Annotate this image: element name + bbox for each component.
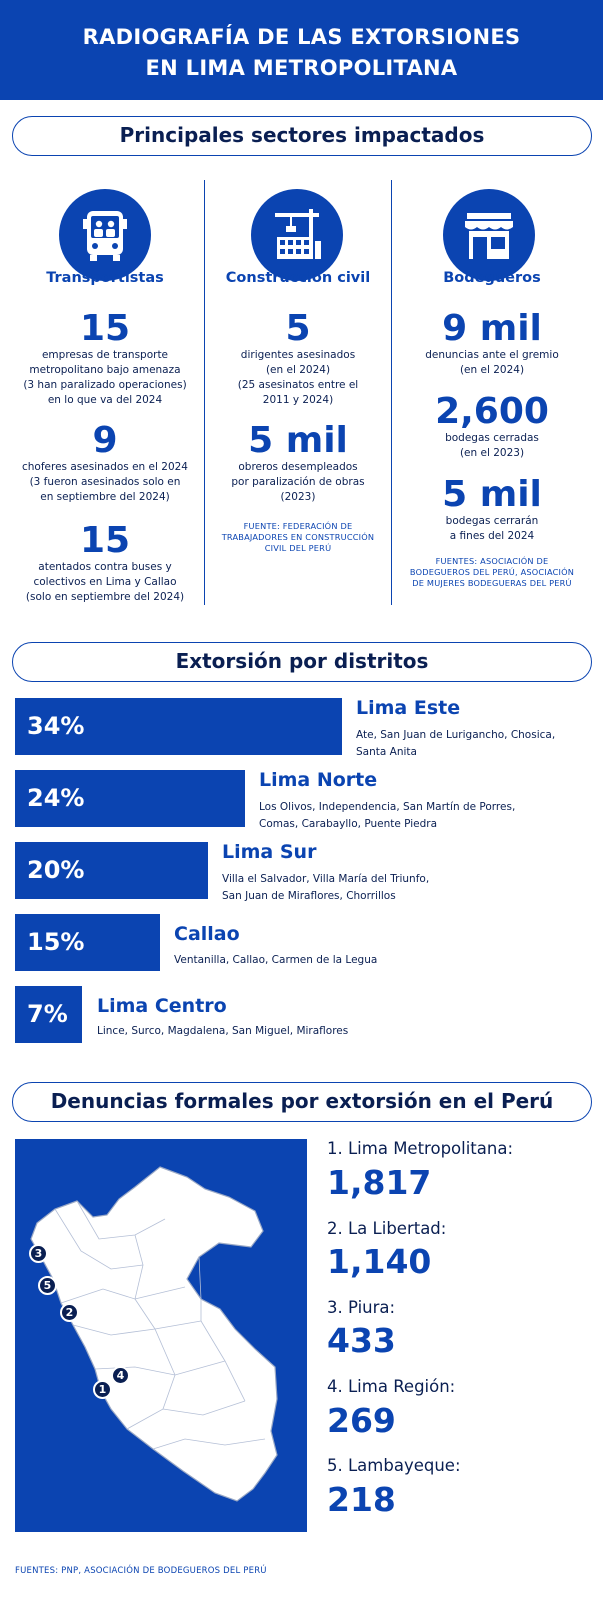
- transportistas-title: Transportistas: [46, 270, 164, 286]
- ranking-label: 4. Lima Región:: [327, 1377, 456, 1396]
- ranking-value: 218: [327, 1480, 396, 1519]
- construccion-title: Construcción civil: [225, 270, 371, 286]
- ranking-value: 433: [327, 1321, 396, 1360]
- district-region: Lima Norte: [259, 769, 378, 791]
- district-list: Ventanilla, Callao, Carmen de la Legua: [174, 954, 378, 966]
- district-region: Callao: [174, 923, 240, 945]
- peru-map: [15, 1139, 307, 1532]
- district-bar: 24%: [15, 770, 245, 827]
- sectors-heading: Principales sectores impactados: [12, 116, 592, 156]
- stat-description: bodegas cerradas (en el 2023): [445, 432, 539, 459]
- title-line-1: RADIOGRAFÍA DE LAS EXTORSIONES: [82, 25, 521, 49]
- column-divider: [204, 180, 205, 605]
- map-marker: 5: [38, 1276, 57, 1295]
- stat-value: 5: [285, 308, 311, 349]
- map-marker: 3: [29, 1244, 48, 1263]
- stat-description: choferes asesinados en el 2024 (3 fueron…: [22, 461, 188, 503]
- stat-description: empresas de transporte metropolitano baj…: [23, 349, 187, 406]
- bodegueros-title: Bodegueros: [443, 270, 541, 286]
- district-bar: 20%: [15, 842, 208, 899]
- stat-description: atentados contra buses y colectivos en L…: [25, 561, 185, 603]
- stat-value: 9: [92, 420, 118, 461]
- district-list: Lince, Surco, Magdalena, San Miguel, Mir…: [97, 1025, 349, 1037]
- stat-description: obreros desempleados por paralización de…: [231, 461, 365, 503]
- header-banner: RADIOGRAFÍA DE LAS EXTORSIONES EN LIMA M…: [0, 0, 603, 100]
- title-line-2: EN LIMA METROPOLITANA: [145, 56, 458, 80]
- district-region: Lima Este: [356, 697, 461, 719]
- district-bar: 15%: [15, 914, 160, 971]
- ranking-label: 5. Lambayeque:: [327, 1456, 461, 1475]
- district-list: Ate, San Juan de Lurigancho, Chosica, Sa…: [356, 729, 556, 758]
- district-bar: 34%: [15, 698, 342, 755]
- stat-value: 2,600: [435, 391, 549, 432]
- ranking-value: 269: [327, 1401, 396, 1440]
- map-marker: 1: [93, 1380, 112, 1399]
- ranking-label: 1. Lima Metropolitana:: [327, 1139, 514, 1158]
- ranking-value: 1,140: [327, 1242, 432, 1281]
- stat-description: bodegas cerrarán a fines del 2024: [445, 515, 539, 542]
- district-region: Lima Centro: [97, 995, 227, 1017]
- construction-crane-icon: [251, 189, 343, 281]
- district-bar: 7%: [15, 986, 82, 1043]
- stat-value: 5 mil: [442, 474, 542, 515]
- map-marker: 2: [60, 1303, 79, 1322]
- stat-value: 15: [79, 308, 131, 349]
- construccion-source: FUENTE: FEDERACIÓN DE TRABAJADORES EN CO…: [221, 521, 375, 553]
- district-region: Lima Sur: [222, 841, 317, 863]
- stat-value: 5 mil: [248, 420, 348, 461]
- footer-source: FUENTES: PNP, ASOCIACIÓN DE BODEGUEROS D…: [15, 1566, 267, 1576]
- bus-icon: [59, 189, 151, 281]
- districts-heading: Extorsión por distritos: [12, 642, 592, 682]
- ranking-value: 1,817: [327, 1163, 432, 1202]
- map-marker: 4: [111, 1366, 130, 1385]
- district-list: Villa el Salvador, Villa María del Triun…: [222, 873, 430, 902]
- stat-description: dirigentes asesinados (en el 2024) (25 a…: [237, 349, 359, 406]
- bodegueros-source: FUENTES: ASOCIACIÓN DE BODEGUEROS DEL PE…: [409, 556, 575, 588]
- ranking-label: 3. Piura:: [327, 1298, 396, 1317]
- stat-description: denuncias ante el gremio (en el 2024): [425, 349, 559, 376]
- complaints-heading: Denuncias formales por extorsión en el P…: [12, 1082, 592, 1122]
- ranking-label: 2. La Libertad:: [327, 1219, 447, 1238]
- store-icon: [443, 189, 535, 281]
- stat-value: 9 mil: [442, 308, 542, 349]
- district-list: Los Olivos, Independencia, San Martín de…: [259, 801, 516, 830]
- stat-value: 15: [79, 520, 131, 561]
- column-divider: [391, 180, 392, 605]
